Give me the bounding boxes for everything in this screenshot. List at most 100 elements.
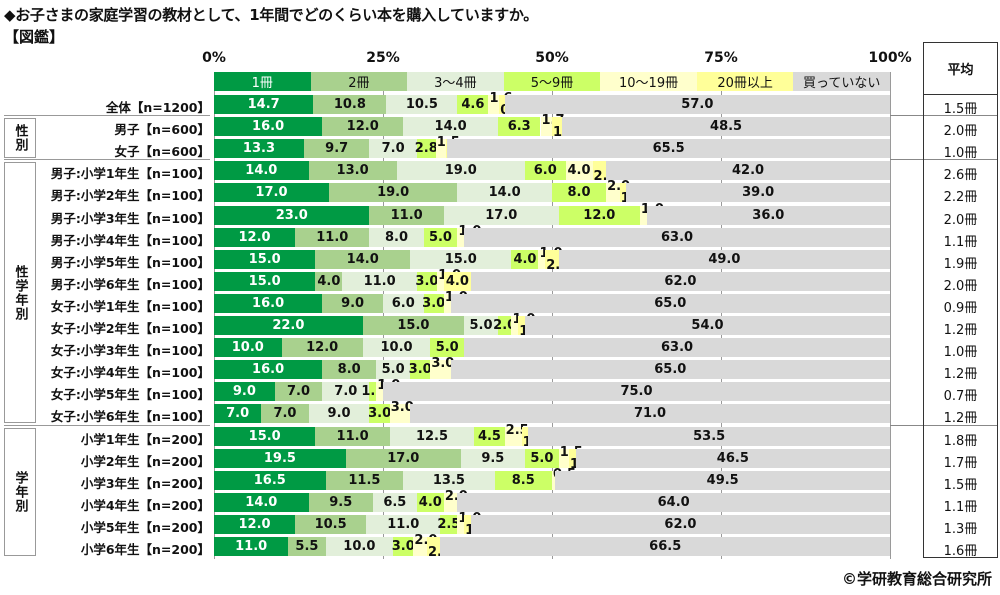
bar-segment — [214, 293, 323, 313]
bar-segment — [443, 293, 451, 313]
data-label: 9.7 — [325, 141, 349, 157]
bar-segment — [470, 271, 890, 291]
bar-segment — [214, 537, 289, 556]
bar-segment — [389, 426, 475, 446]
data-label: 10.5 — [314, 516, 347, 532]
data-label: 17.0 — [387, 450, 420, 466]
row-label: 小学1年生【n=200】 — [80, 431, 210, 447]
bar-segment — [440, 537, 890, 556]
data-label: 4.0 — [567, 163, 591, 179]
bar-segment — [524, 161, 566, 181]
bar-segment — [568, 448, 576, 468]
bar-segment — [562, 117, 890, 137]
data-label: 19.0 — [377, 185, 410, 201]
bar-segment — [303, 139, 370, 159]
bar-segment — [497, 117, 541, 137]
bar-segment — [214, 382, 275, 402]
bar-segment — [639, 205, 647, 225]
average-value: 1.6冊 — [943, 544, 978, 559]
bar-segment — [457, 492, 890, 512]
data-label: 6.5 — [383, 494, 407, 510]
data-label: 64.0 — [657, 494, 690, 510]
bar-segment — [538, 249, 546, 269]
data-label: 4.0 — [513, 251, 537, 267]
bar-segment — [410, 404, 890, 424]
data-label: 12.0 — [238, 516, 271, 532]
bar-segment — [315, 426, 390, 446]
bar-segment — [376, 382, 383, 402]
bar-segment — [430, 360, 451, 380]
bar-segment — [214, 249, 316, 269]
data-label: 75.0 — [620, 384, 653, 400]
bar-segment — [376, 360, 411, 380]
bar-segment — [504, 95, 890, 114]
bar-segment — [322, 360, 377, 380]
data-label: 46.5 — [716, 450, 749, 466]
bar-segment — [315, 271, 343, 291]
bar-segment — [214, 404, 262, 424]
data-label: 23.0 — [275, 207, 308, 223]
data-label: 6.0 — [391, 295, 415, 311]
bar-segment — [322, 293, 383, 313]
bar-segment — [552, 117, 563, 137]
bar-segment — [565, 161, 593, 181]
bar-segment — [646, 205, 890, 225]
bar-segment — [328, 183, 458, 203]
bar-segment — [308, 492, 373, 512]
data-label: 14.7 — [247, 97, 280, 112]
average-value: 1.0冊 — [943, 146, 978, 162]
average-value: 1.2冊 — [943, 367, 978, 383]
average-value: 1.8冊 — [943, 433, 978, 449]
bar-segment — [214, 95, 314, 114]
bar-segment — [372, 492, 417, 512]
bar-segment — [626, 183, 890, 203]
bar-segment — [443, 271, 471, 291]
data-label: 15.0 — [397, 318, 430, 333]
data-label: 10.0 — [231, 340, 264, 356]
bar-segment — [396, 161, 525, 181]
average-value: 1.5冊 — [943, 102, 978, 117]
data-label: 19.0 — [444, 163, 477, 179]
bar-segment — [281, 338, 363, 358]
row-label: 男子:小学4年生【n=100】 — [50, 232, 210, 248]
row-label: 小学3年生【n=200】 — [80, 475, 210, 491]
data-label: 4.0 — [445, 273, 469, 289]
row-label: 小学4年生【n=200】 — [80, 497, 210, 513]
data-label: 4.0 — [418, 494, 442, 510]
data-label: 15.0 — [248, 251, 281, 267]
bar-segment — [410, 249, 512, 269]
data-label: 7.0 — [286, 384, 311, 400]
bar-segment — [437, 271, 444, 291]
row-label: 女子:小学4年生【n=100】 — [50, 365, 210, 381]
row-label: 女子:小学2年生【n=100】 — [50, 321, 210, 336]
data-label: 49.5 — [706, 472, 739, 488]
data-label: 11.0 — [387, 516, 420, 532]
row-label: 女子【n=600】 — [114, 144, 210, 160]
bar-segment — [575, 448, 890, 468]
data-label: 62.0 — [664, 273, 697, 289]
group-separator — [890, 115, 998, 117]
bar-segment — [450, 360, 890, 380]
data-label: 12.0 — [306, 340, 339, 356]
data-label: 14.0 — [245, 163, 278, 179]
data-label: 19.5 — [263, 450, 296, 466]
data-label: 7.0 — [226, 406, 250, 422]
bar-segment — [386, 95, 458, 114]
bar-segment — [474, 426, 505, 446]
data-label: 11.5 — [348, 472, 381, 488]
bar-segment — [214, 183, 329, 203]
bar-segment — [457, 95, 489, 114]
bar-segment — [369, 205, 444, 225]
data-label: 14.0 — [434, 119, 467, 135]
data-label: 5.0 — [435, 340, 459, 356]
row-label: 男子:小学2年生【n=100】 — [50, 188, 210, 204]
bar-segment — [288, 537, 326, 556]
gridline — [721, 72, 722, 559]
chart-title: ◆お子さまの家庭学習の教材として、1年間でどのくらい本を購入していますか。 — [4, 6, 538, 24]
bar-segment — [261, 404, 309, 424]
data-label: 2.8 — [414, 141, 438, 157]
bar-segment — [214, 470, 326, 490]
data-label: 8.0 — [385, 229, 409, 245]
bar-segment — [528, 426, 890, 446]
data-label: 3.0 — [422, 295, 446, 311]
